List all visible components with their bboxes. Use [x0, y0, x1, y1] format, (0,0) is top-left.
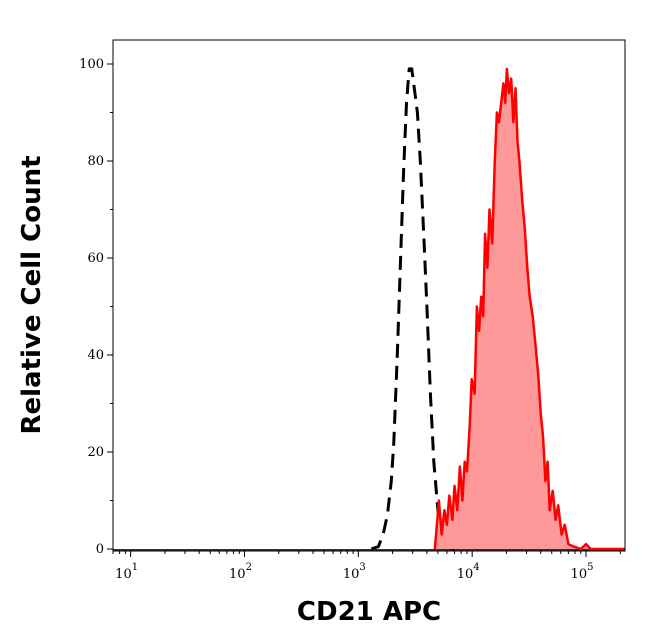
axis-layer: 0 20 40 60 80 100 101 102 103 104 105 [79, 57, 621, 582]
plot-frame [112, 39, 626, 552]
y-tick-label: 80 [87, 154, 104, 169]
y-tick-label: 60 [87, 251, 104, 266]
y-tick-label: 20 [87, 445, 104, 460]
y-tick-label: 100 [79, 57, 104, 72]
series-line-0 [370, 67, 455, 551]
series-line-1 [433, 67, 625, 551]
y-axis-title: Relative Cell Count [17, 155, 47, 434]
x-tick-label: 102 [229, 562, 252, 582]
x-tick-label: 103 [343, 562, 366, 582]
y-tick-label: 40 [87, 348, 104, 363]
series-fill-1 [434, 68, 625, 550]
x-tick-label: 105 [571, 562, 594, 582]
x-tick-label: 101 [115, 562, 138, 582]
x-axis-title: CD21 APC [297, 597, 441, 627]
x-tick-label: 104 [457, 562, 480, 582]
series-layer [113, 67, 625, 551]
y-tick-label: 0 [96, 542, 104, 557]
